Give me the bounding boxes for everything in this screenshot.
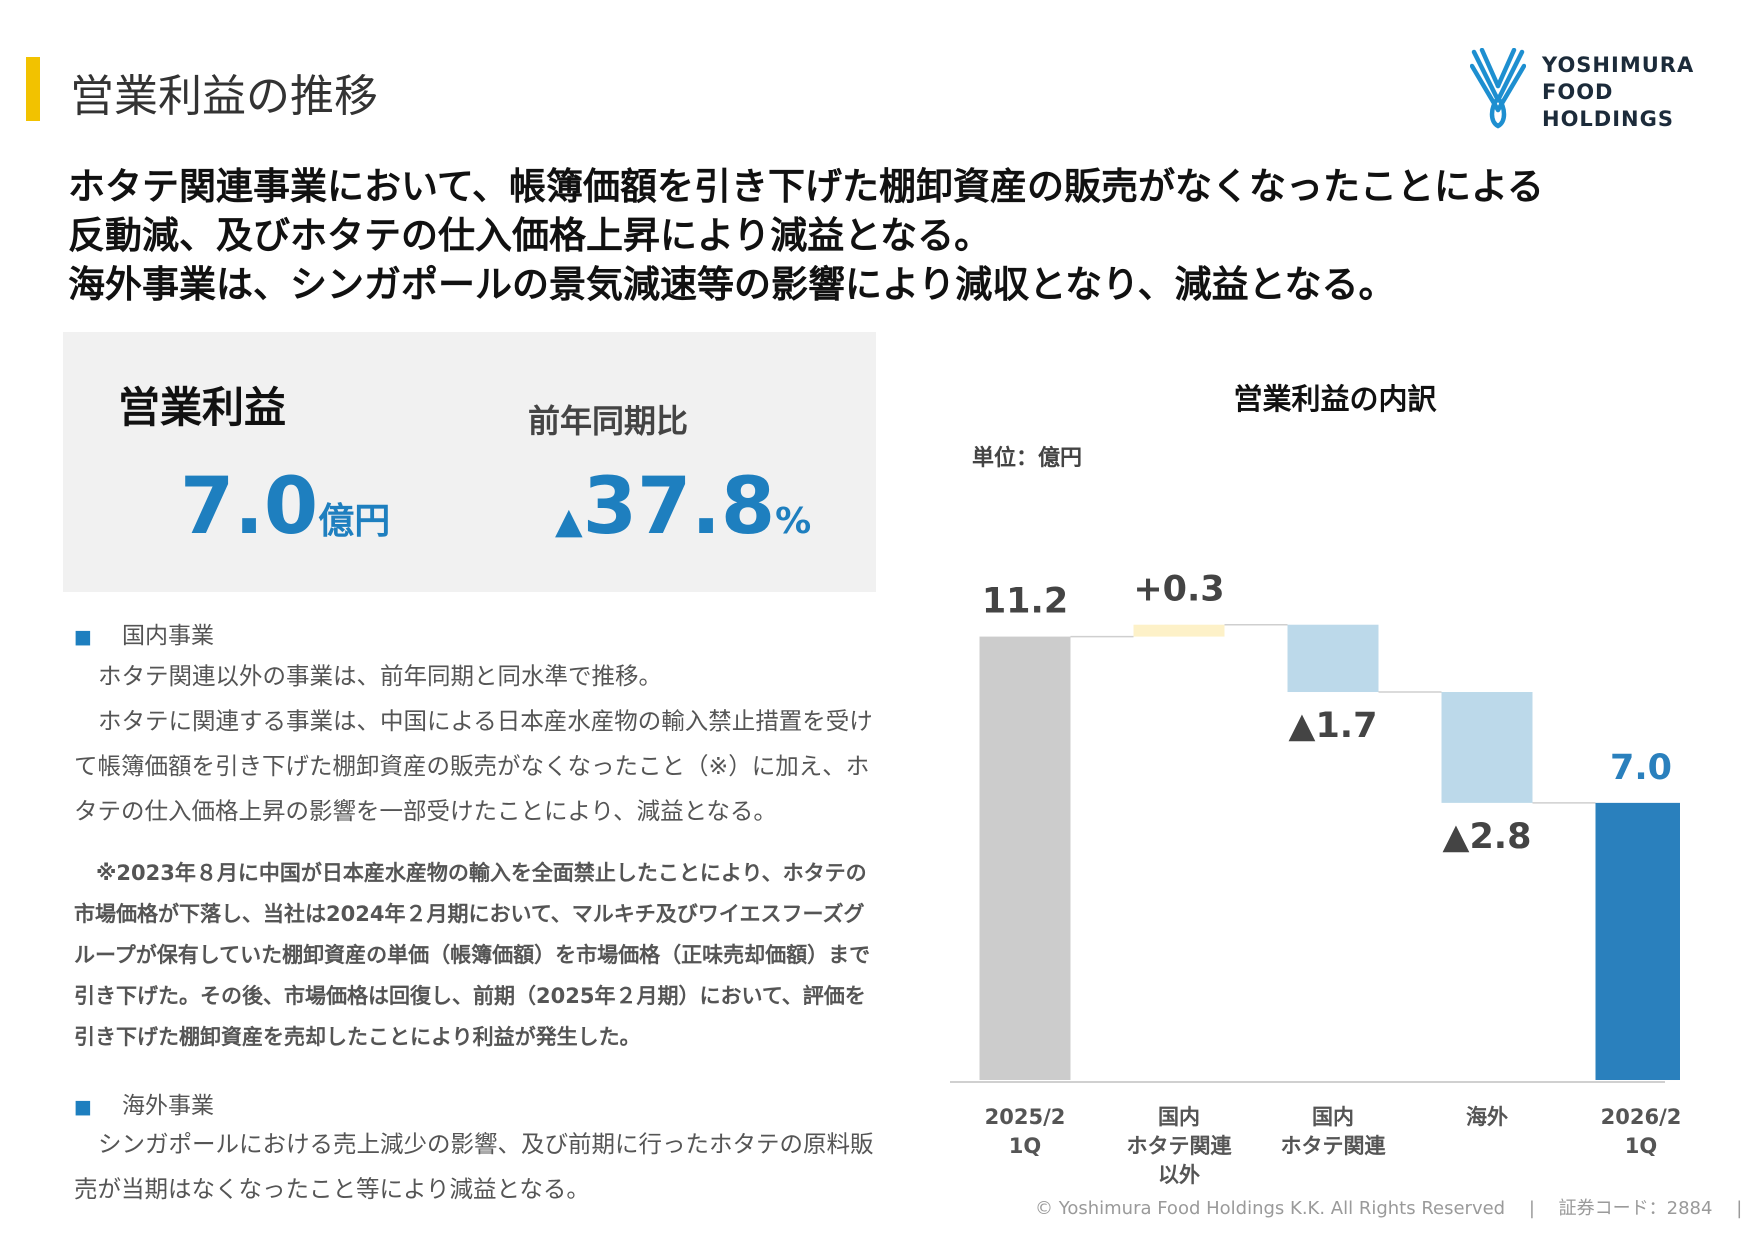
domestic-heading-text: 国内事業 <box>121 623 214 649</box>
decrease-triangle-icon: ▲ <box>555 501 583 542</box>
headline-line: 反動減、及びホタテの仕入価格上昇により減益となる。 <box>68 214 992 257</box>
overseas-heading-text: 海外事業 <box>121 1093 214 1119</box>
note-line: ※2023年８月に中国が日本産水産物の輸入を全面禁止したことにより、ホタテの <box>96 861 867 885</box>
domestic-paragraph: ホタテ関連以外の事業は、前年同期と同水準で推移。 ホタテに関連する事業は、中国に… <box>74 654 873 834</box>
category-tick-label: 2026/2 <box>1601 1105 1680 1129</box>
company-logo-text: YOSHIMURA FOOD HOLDINGS <box>1542 52 1694 133</box>
domestic-heading: ■ 国内事業 <box>74 616 214 650</box>
kpi-value-number: 7.0 <box>180 462 319 552</box>
category-tick-label: ホタテ関連 <box>1281 1134 1387 1158</box>
category-tick-label: 以外 <box>1158 1163 1200 1187</box>
logo-line-1: YOSHIMURA <box>1542 53 1695 77</box>
footer-separator: | <box>1736 1198 1743 1219</box>
headline-line: ホタテ関連事業において、帳簿価額を引き下げた棚卸資産の販売がなくなったことによる <box>68 165 1544 208</box>
data-label: ▲2.8 <box>1443 817 1532 857</box>
kpi-yoy-number: 37.8 <box>582 462 776 552</box>
note-line: 引き下げた棚卸資産を売却したことにより利益が発生した。 <box>74 1025 641 1049</box>
waterfall-bar <box>1595 802 1680 1080</box>
note-line: 引き下げた。その後、市場価格は回復し、前期（2025年２月期）において、評価を <box>74 984 866 1008</box>
domestic-note: ※2023年８月に中国が日本産水産物の輸入を全面禁止したことにより、ホタテの 市… <box>74 853 870 1058</box>
kpi-value-unit: 億円 <box>318 501 391 542</box>
title-accent-bar <box>26 57 40 121</box>
chart-title: 営業利益の内訳 <box>1233 382 1437 416</box>
category-tick-label: 国内 <box>1158 1105 1200 1129</box>
overseas-paragraph: シンガポールにおける売上減少の影響、及び前期に行ったホタテの原料販 売が当期はな… <box>74 1122 874 1212</box>
paragraph-line: タテの仕入価格上昇の影響を一部受けたことにより、減益となる。 <box>74 797 777 825</box>
waterfall-bar <box>1287 624 1379 693</box>
footer-separator: | <box>1528 1198 1535 1219</box>
note-line: ループが保有していた棚卸資産の単価（帳簿価額）を市場価格（正味売却価額）まで <box>74 943 871 967</box>
waterfall-bar <box>979 636 1071 1080</box>
kpi-value: 7.0億円 <box>180 462 390 552</box>
category-tick-label: ホタテ関連 <box>1127 1134 1233 1158</box>
note-line: 市場価格が下落し、当社は2024年２月期において、マルキチ及びワイエスフーズグ <box>74 902 865 926</box>
kpi-panel <box>63 332 876 592</box>
chart-unit-label: 単位：億円 <box>972 446 1083 471</box>
square-bullet-icon: ■ <box>74 626 92 648</box>
paragraph-line: ホタテ関連以外の事業は、前年同期と同水準で推移。 <box>98 662 662 690</box>
paragraph-line: シンガポールにおける売上減少の影響、及び前期に行ったホタテの原料販 <box>98 1130 874 1158</box>
waterfall-bar <box>1441 692 1533 803</box>
logo-line-3: HOLDINGS <box>1542 107 1674 131</box>
kpi-yoy-value: ▲37.8% <box>555 462 811 552</box>
data-label: ▲1.7 <box>1289 706 1378 746</box>
category-tick-label: 1Q <box>1625 1134 1657 1158</box>
company-logo-icon <box>1470 48 1526 129</box>
overseas-heading: ■ 海外事業 <box>74 1086 214 1120</box>
headline-line: 海外事業は、シンガポールの景気減速等の影響により減収となり、減益となる。 <box>68 263 1396 306</box>
data-label: 11.2 <box>982 582 1068 622</box>
square-bullet-icon: ■ <box>74 1096 92 1118</box>
data-label: 7.0 <box>1610 748 1672 788</box>
page-title: 営業利益の推移 <box>70 71 378 122</box>
footer-copyright: © Yoshimura Food Holdings K.K. All Right… <box>1035 1198 1506 1219</box>
category-tick-label: 2025/2 <box>985 1105 1066 1129</box>
waterfall-bar <box>1133 624 1225 637</box>
headline: ホタテ関連事業において、帳簿価額を引き下げた棚卸資産の販売がなくなったことによる… <box>68 162 1708 309</box>
kpi-yoy-unit: % <box>775 501 812 542</box>
category-tick-label: 1Q <box>1009 1134 1041 1158</box>
footer: © Yoshimura Food Holdings K.K. All Right… <box>1035 1194 1755 1220</box>
category-tick-label: 国内 <box>1312 1105 1354 1129</box>
paragraph-line: 売が当期はなくなったこと等により減益となる。 <box>74 1175 590 1203</box>
data-label: +0.3 <box>1133 570 1224 610</box>
category-tick-label: 海外 <box>1466 1105 1508 1129</box>
kpi-yoy-label: 前年同期比 <box>528 402 689 440</box>
paragraph-line: ホタテに関連する事業は、中国による日本産水産物の輸入禁止措置を受け <box>98 707 873 735</box>
kpi-label: 営業利益 <box>118 383 287 432</box>
footer-stock-code: 証券コード：2884 <box>1558 1198 1713 1219</box>
logo-line-2: FOOD <box>1542 80 1614 104</box>
paragraph-line: て帳簿価額を引き下げた棚卸資産の販売がなくなったこと（※）に加え、ホ <box>74 752 870 780</box>
